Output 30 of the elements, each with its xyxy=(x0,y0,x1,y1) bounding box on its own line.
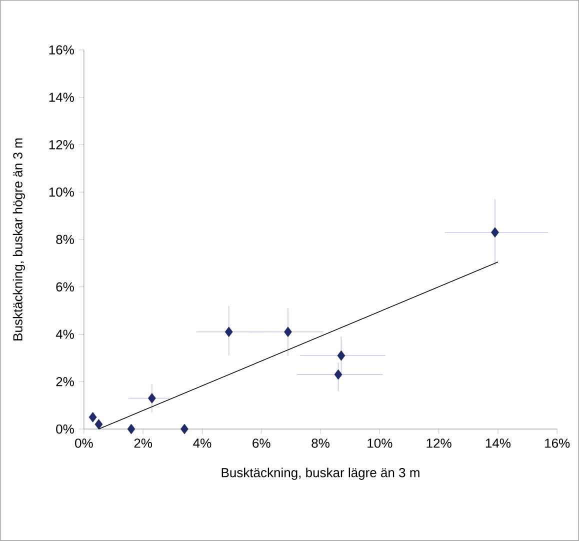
point xyxy=(224,326,233,338)
y-tick-label: 6% xyxy=(56,282,74,292)
x-axis-title: Busktäckning, buskar lägre än 3 m xyxy=(222,468,420,480)
y-tick-label: 10% xyxy=(49,187,74,197)
x-tick-label: 4% xyxy=(193,438,212,448)
point xyxy=(127,424,136,434)
x-tick-label: 14% xyxy=(486,438,510,448)
y-tick-label: 8% xyxy=(56,234,74,244)
x-tick-label: 6% xyxy=(252,438,270,448)
y-tick-label: 16% xyxy=(49,45,74,55)
point xyxy=(180,424,188,434)
x-tick-label: 2% xyxy=(134,438,152,448)
y-tick-label: 14% xyxy=(49,92,74,102)
y-tick-label: 12% xyxy=(49,140,74,150)
x-tick-label: 16% xyxy=(545,438,570,448)
y-tick-label: 4% xyxy=(56,330,74,339)
y-tick-label: 0% xyxy=(56,424,74,434)
point xyxy=(334,369,342,380)
y-axis-title: Busktäckning, buskar högre än 3 m xyxy=(12,138,25,340)
x-tick-label: 8% xyxy=(312,438,330,448)
point xyxy=(148,393,156,404)
point xyxy=(94,419,103,430)
x-tick-label: 10% xyxy=(368,438,392,448)
x-tick-label: 12% xyxy=(426,438,452,448)
point xyxy=(491,227,499,238)
x-tick-label: 0% xyxy=(75,438,93,448)
point xyxy=(337,350,346,361)
point xyxy=(88,412,97,422)
point xyxy=(284,326,292,338)
y-tick-label: 2% xyxy=(56,377,74,386)
